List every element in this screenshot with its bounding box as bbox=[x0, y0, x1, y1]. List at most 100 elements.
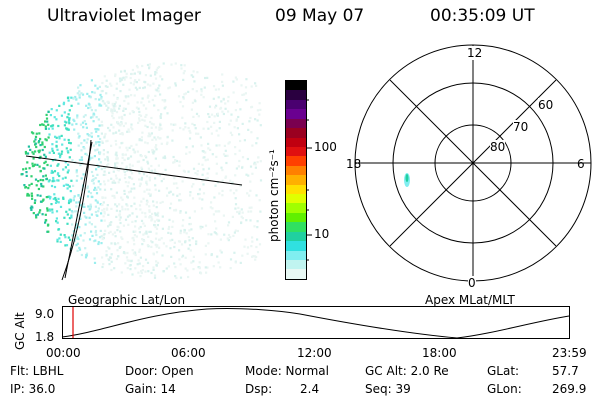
image-pixel bbox=[100, 203, 104, 207]
image-pixel bbox=[118, 178, 121, 181]
image-pixel bbox=[88, 208, 91, 211]
image-pixel bbox=[35, 184, 38, 187]
image-pixel bbox=[188, 151, 191, 154]
image-pixel bbox=[120, 271, 123, 274]
image-pixel bbox=[181, 180, 184, 183]
altitude-timeline bbox=[61, 306, 570, 339]
image-pixel bbox=[53, 185, 57, 189]
image-pixel bbox=[250, 206, 253, 209]
image-pixel bbox=[249, 189, 252, 192]
image-pixel bbox=[58, 135, 61, 138]
image-pixel bbox=[221, 73, 224, 76]
image-pixel bbox=[190, 261, 193, 264]
image-pixel bbox=[135, 64, 139, 68]
image-pixel bbox=[124, 107, 127, 110]
image-pixel bbox=[120, 121, 123, 124]
image-pixel bbox=[159, 124, 162, 127]
image-pixel bbox=[256, 226, 259, 229]
image-pixel bbox=[122, 124, 125, 128]
image-pixel bbox=[114, 164, 117, 167]
image-pixel bbox=[68, 118, 71, 121]
image-pixel bbox=[173, 262, 176, 265]
image-pixel bbox=[259, 179, 263, 182]
image-pixel bbox=[31, 165, 34, 168]
image-pixel bbox=[106, 85, 109, 88]
image-pixel bbox=[255, 255, 258, 259]
image-pixel bbox=[75, 244, 78, 247]
image-pixel bbox=[191, 101, 194, 104]
image-pixel bbox=[249, 219, 252, 222]
image-pixel bbox=[57, 201, 60, 204]
timeline-x-tick-0600: 06:00 bbox=[171, 346, 206, 360]
image-pixel bbox=[46, 207, 49, 210]
image-pixel bbox=[56, 164, 59, 167]
image-pixel bbox=[77, 194, 80, 197]
image-pixel bbox=[127, 128, 130, 131]
image-pixel bbox=[53, 116, 56, 119]
colorbar-swatch bbox=[286, 241, 306, 251]
image-pixel bbox=[99, 93, 102, 96]
colorbar-swatch bbox=[286, 203, 306, 213]
image-pixel bbox=[251, 240, 254, 243]
image-pixel bbox=[51, 147, 54, 150]
image-pixel bbox=[90, 132, 93, 135]
image-pixel bbox=[29, 207, 32, 210]
image-pixel bbox=[100, 124, 103, 127]
image-pixel bbox=[256, 238, 259, 241]
image-pixel bbox=[241, 217, 244, 220]
image-pixel bbox=[67, 113, 70, 116]
image-pixel bbox=[49, 164, 52, 167]
image-pixel bbox=[136, 66, 139, 69]
image-pixel bbox=[196, 71, 199, 74]
image-pixel bbox=[240, 208, 243, 211]
image-pixel bbox=[145, 232, 148, 235]
image-pixel bbox=[114, 73, 117, 76]
image-pixel bbox=[101, 89, 104, 93]
image-pixel bbox=[169, 202, 173, 205]
image-pixel bbox=[94, 128, 97, 131]
image-pixel bbox=[129, 190, 132, 193]
image-pixel bbox=[213, 115, 216, 118]
image-pixel bbox=[120, 70, 123, 73]
image-pixel bbox=[94, 84, 97, 87]
image-pixel bbox=[121, 237, 124, 240]
image-pixel bbox=[126, 251, 129, 255]
image-pixel bbox=[44, 155, 47, 158]
image-pixel bbox=[184, 92, 187, 95]
image-pixel bbox=[241, 211, 244, 214]
image-pixel bbox=[152, 123, 155, 126]
image-pixel bbox=[63, 234, 66, 237]
image-pixel bbox=[47, 110, 50, 113]
image-pixel bbox=[138, 248, 141, 251]
image-pixel bbox=[191, 122, 194, 125]
image-pixel bbox=[124, 122, 127, 125]
image-pixel bbox=[229, 179, 232, 182]
image-pixel bbox=[151, 150, 154, 153]
image-pixel bbox=[170, 63, 173, 66]
image-pixel bbox=[161, 227, 164, 230]
image-pixel bbox=[26, 161, 29, 164]
image-pixel bbox=[98, 98, 101, 101]
image-pixel bbox=[204, 266, 207, 269]
image-pixel bbox=[134, 79, 137, 82]
image-pixel bbox=[199, 227, 202, 230]
image-pixel bbox=[213, 121, 216, 124]
image-pixel bbox=[116, 161, 119, 164]
image-pixel bbox=[55, 200, 58, 203]
image-pixel bbox=[229, 189, 232, 192]
image-pixel bbox=[166, 141, 169, 144]
image-pixel bbox=[187, 126, 190, 130]
auroral-image bbox=[20, 62, 263, 281]
image-pixel bbox=[48, 151, 51, 154]
image-pixel bbox=[212, 265, 215, 268]
image-pixel bbox=[188, 229, 191, 232]
image-pixel bbox=[201, 198, 204, 201]
image-pixel bbox=[178, 164, 181, 167]
image-pixel bbox=[174, 84, 177, 87]
image-pixel bbox=[207, 233, 210, 236]
image-pixel bbox=[119, 77, 122, 80]
image-pixel bbox=[162, 62, 165, 65]
image-pixel bbox=[100, 242, 103, 245]
image-pixel bbox=[88, 238, 92, 241]
image-pixel bbox=[233, 251, 236, 254]
